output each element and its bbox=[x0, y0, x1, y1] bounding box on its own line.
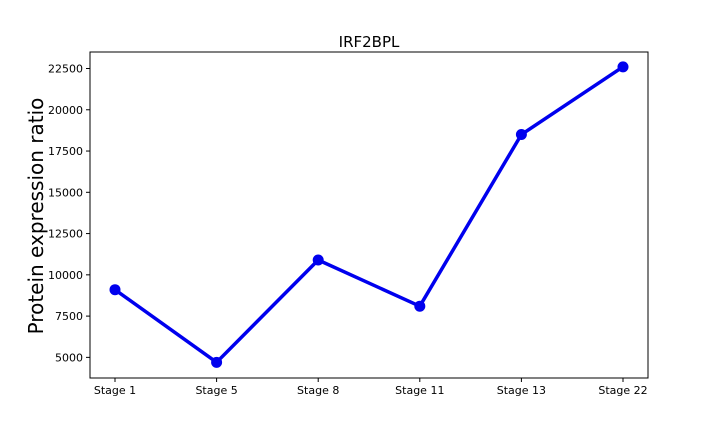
x-tick-label: Stage 8 bbox=[297, 384, 339, 397]
x-tick-label: Stage 11 bbox=[395, 384, 444, 397]
x-tick-label: Stage 1 bbox=[94, 384, 136, 397]
data-point bbox=[617, 61, 629, 73]
y-axis-label: Protein expression ratio bbox=[24, 98, 48, 335]
y-tick-label: 10000 bbox=[48, 269, 83, 282]
axis-ticks: 5000 7500 10000 12500 15000 17500 20000 22500 St… bbox=[48, 63, 648, 397]
y-tick-label: 22500 bbox=[48, 63, 83, 76]
data-point bbox=[312, 254, 324, 266]
y-tick-label: 15000 bbox=[48, 186, 83, 199]
x-tick-label: Stage 13 bbox=[497, 384, 546, 397]
y-tick-label: 17500 bbox=[48, 145, 83, 158]
y-tick-label: 5000 bbox=[55, 351, 83, 364]
y-tick-label: 20000 bbox=[48, 104, 83, 117]
x-tick-label: Stage 5 bbox=[195, 384, 237, 397]
y-tick-label: 12500 bbox=[48, 228, 83, 241]
data-point bbox=[211, 356, 223, 368]
y-tick-label: 7500 bbox=[55, 310, 83, 323]
series-layer bbox=[109, 61, 629, 368]
data-point bbox=[109, 284, 121, 296]
data-point bbox=[414, 300, 426, 312]
series-line bbox=[113, 65, 625, 365]
data-point bbox=[515, 129, 527, 141]
plot-frame bbox=[89, 51, 649, 379]
chart-title: IRF2BPL bbox=[339, 33, 400, 51]
x-tick-label: Stage 22 bbox=[598, 384, 647, 397]
